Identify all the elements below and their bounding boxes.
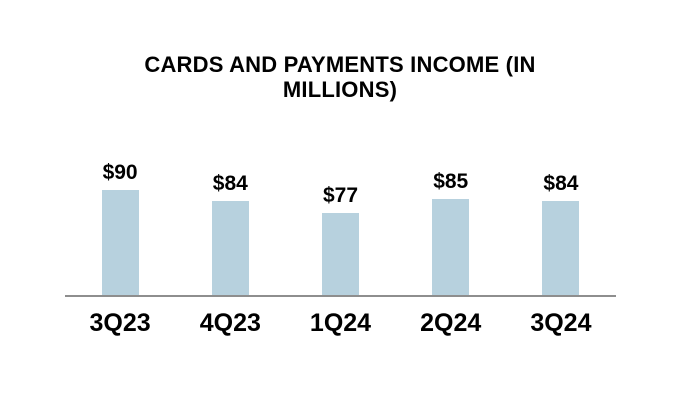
bar-value-label: $90	[102, 161, 138, 184]
bar-column: $77	[285, 110, 395, 296]
bar-column: $84	[175, 110, 285, 296]
bar-value-label: $85	[433, 170, 469, 193]
x-axis-label: 2Q24	[420, 309, 482, 337]
x-axis-label: 1Q24	[309, 309, 372, 337]
bar	[211, 201, 249, 296]
x-axis-label: 3Q23	[89, 309, 151, 337]
x-axis-labels: 3Q23 4Q23 1Q24 2Q24 3Q24	[65, 309, 616, 338]
x-axis-label: 4Q23	[199, 309, 261, 337]
bar-value-label: $84	[212, 172, 248, 195]
bar	[432, 199, 470, 296]
x-axis-line	[65, 295, 616, 297]
bar-column: $90	[65, 110, 175, 296]
plot-area: $90 $84 $77 $85 $84	[65, 110, 616, 296]
bar	[322, 213, 359, 296]
chart-title: CARDS AND PAYMENTS INCOME (IN MILLIONS)	[144, 52, 536, 102]
x-axis-label: 3Q24	[530, 309, 592, 337]
bar	[101, 190, 139, 296]
bar-value-label: $77	[322, 184, 359, 207]
bar-column: $85	[396, 110, 506, 296]
bar	[542, 201, 580, 296]
bar-value-label: $84	[543, 172, 579, 195]
bar-column: $84	[506, 110, 616, 296]
